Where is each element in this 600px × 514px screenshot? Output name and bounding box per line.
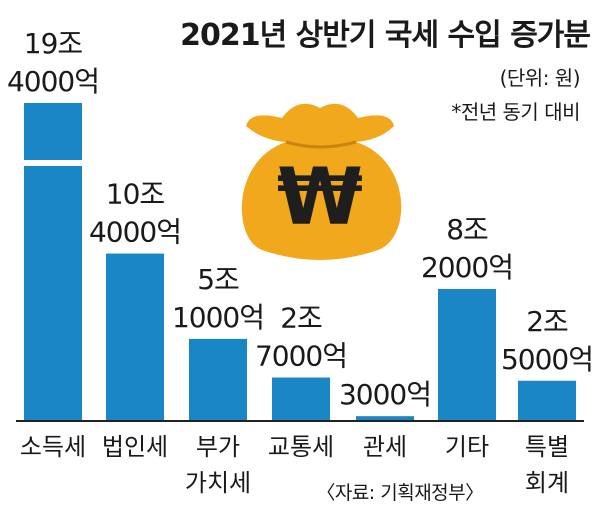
- value-label: 4000억: [89, 216, 181, 249]
- bar: [106, 253, 164, 421]
- value-label: 2조: [280, 302, 322, 335]
- money-bag-icon: ₩: [241, 103, 402, 260]
- category-label: 부가: [196, 433, 240, 461]
- category-label: 특별: [525, 433, 569, 461]
- axis-break-mark: [23, 160, 83, 166]
- bar: [518, 380, 576, 421]
- value-labels-layer: 19조 4000억 10조 4000억 5조 1000억 2조 7000억 3000억 8조 200…: [7, 27, 594, 411]
- category-label: 소득세: [20, 433, 86, 461]
- value-label: 19조: [24, 27, 83, 60]
- money-bag-body: [241, 103, 402, 260]
- category-label: 가치세: [185, 469, 251, 497]
- category-label: 관세: [363, 433, 407, 461]
- bars-layer: [23, 103, 576, 421]
- unit-note: (단위: 원): [499, 66, 581, 90]
- category-label: 법인세: [102, 433, 168, 461]
- value-label: 1000억: [172, 301, 264, 334]
- value-label: 2조: [526, 305, 568, 338]
- bar: [438, 288, 496, 421]
- money-bag-tie: [285, 140, 357, 149]
- category-label: 기타: [445, 433, 489, 461]
- value-label: 4000억: [7, 65, 99, 98]
- bar: [189, 338, 247, 421]
- value-label: 7000억: [255, 340, 347, 373]
- source-note: 〈자료: 기획재정부〉: [316, 482, 484, 504]
- comparison-note: *전년 동기 대비: [451, 100, 580, 124]
- value-label: 3000억: [339, 378, 431, 411]
- won-symbol: ₩: [277, 153, 363, 243]
- bar: [24, 103, 82, 421]
- value-label: 5조: [197, 263, 239, 296]
- category-label: 교통세: [268, 433, 334, 461]
- category-label: 회계: [525, 469, 569, 497]
- value-label: 2000억: [421, 251, 513, 284]
- value-label: 8조: [446, 213, 488, 246]
- value-label: 10조: [106, 178, 165, 211]
- chart-title: 2021년 상반기 국세 수입 증가분: [180, 18, 591, 53]
- value-label: 5000억: [501, 343, 593, 376]
- bar: [272, 377, 330, 421]
- bar: [356, 416, 414, 421]
